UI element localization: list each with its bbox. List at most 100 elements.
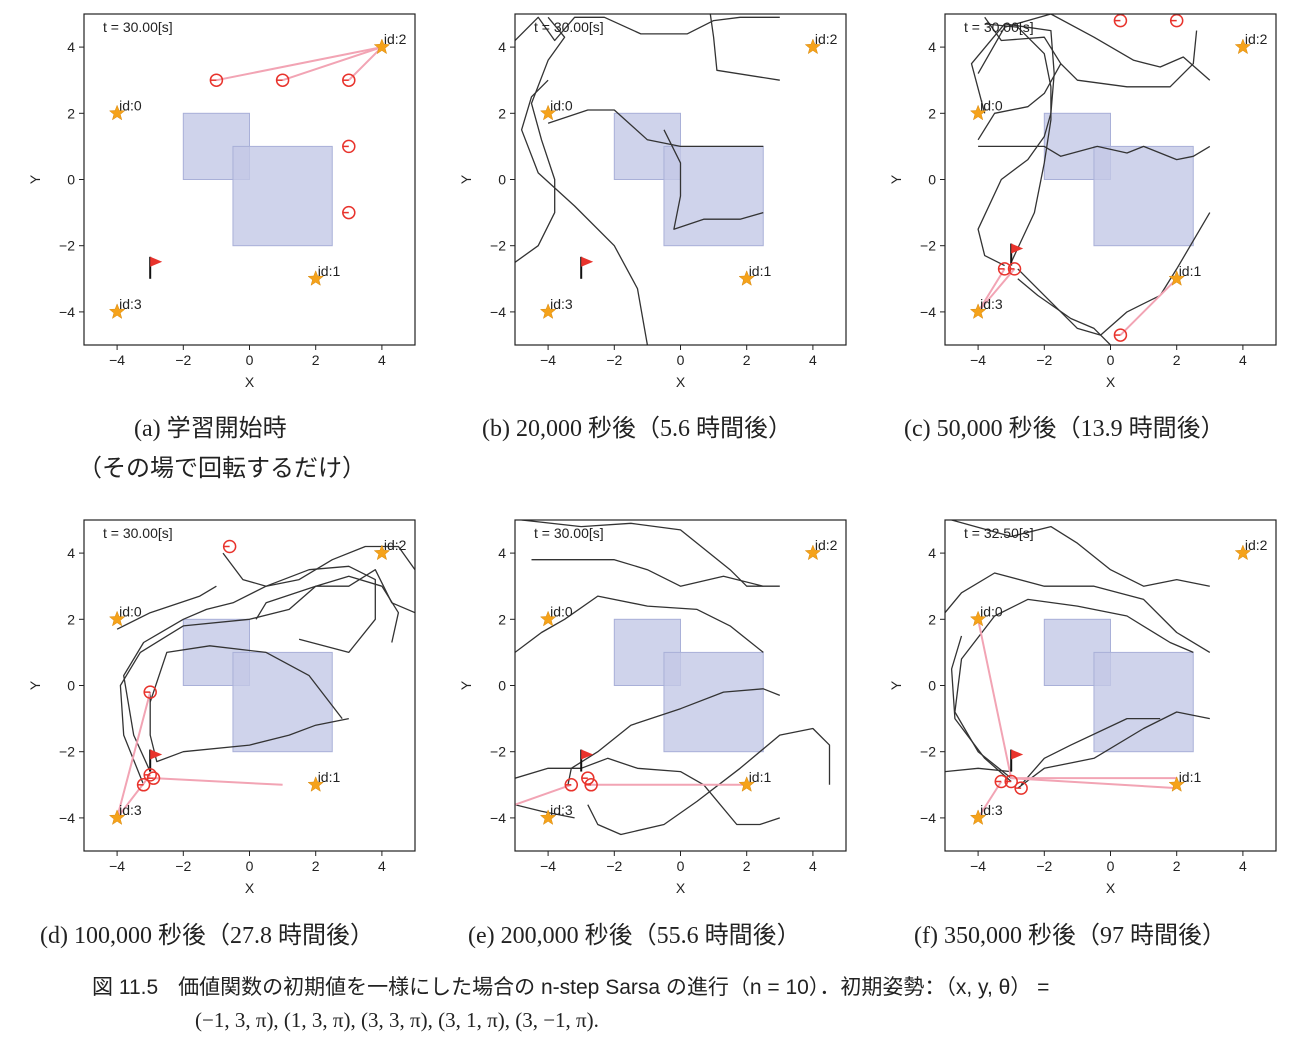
landmark-label: id:1 <box>749 769 772 785</box>
x-tick-label: 0 <box>246 352 254 368</box>
y-tick-label: −4 <box>59 304 75 320</box>
landmark-star-icon <box>969 104 987 121</box>
trajectory-line <box>954 598 1194 779</box>
caption-line-2: (−1, 3, π), (1, 3, π), (3, 3, π), (3, 1,… <box>195 1008 599 1032</box>
landmark-label: id:1 <box>318 263 341 279</box>
trajectory-line <box>709 14 780 81</box>
y-tick-label: 2 <box>67 611 75 627</box>
landmark-label: id:0 <box>119 603 142 619</box>
x-tick-label: −2 <box>606 858 622 874</box>
sensor-line <box>216 46 383 82</box>
sensor-line <box>282 46 383 82</box>
subcaption-b: (b) 20,000 秒後（5.6 時間後） <box>482 416 792 442</box>
y-tick-label: 0 <box>928 678 936 694</box>
y-tick-label: 4 <box>67 545 75 561</box>
y-axis-label: Y <box>888 174 904 184</box>
x-axis-label: X <box>1106 880 1116 896</box>
trajectory-line <box>515 804 575 819</box>
landmark-label: id:0 <box>980 97 1003 113</box>
sensor-line <box>1119 278 1178 336</box>
x-tick-label: −4 <box>109 352 125 368</box>
trajectory-line <box>531 559 764 587</box>
trajectory-line <box>984 23 1052 263</box>
x-axis-label: X <box>676 880 686 896</box>
x-tick-label: 2 <box>743 352 751 368</box>
caption-text: 価値関数の初期値を一様にした場合の n-step Sarsa の進行（n = 1… <box>178 976 1050 999</box>
trajectory-line <box>567 688 781 785</box>
trajectory-line <box>970 23 1055 267</box>
y-tick-label: 0 <box>67 172 75 188</box>
landmark-star-icon <box>969 303 987 319</box>
landmark-label: id:3 <box>119 802 142 818</box>
landmark-label: id:1 <box>1179 769 1202 785</box>
landmark-label: id:3 <box>980 296 1003 312</box>
x-tick-label: 0 <box>246 858 254 874</box>
landmark-label: id:2 <box>815 537 838 553</box>
trajectory-line <box>123 565 376 772</box>
x-tick-label: 2 <box>312 858 320 874</box>
y-tick-label: 2 <box>67 105 75 121</box>
y-tick-label: 0 <box>498 172 506 188</box>
time-label: t = 30.00[s] <box>103 525 173 541</box>
subcaption-c: (c) 50,000 秒後（13.9 時間後） <box>904 416 1225 442</box>
obstacle <box>1093 651 1194 753</box>
landmark-star-icon <box>969 809 987 825</box>
subcaption-a-detail: （その場で回転するだけ） <box>78 456 366 482</box>
y-axis-label: Y <box>888 680 904 690</box>
obstacle <box>663 651 764 753</box>
landmark-label: id:3 <box>550 296 573 312</box>
landmark-star-icon <box>108 809 126 825</box>
x-tick-label: 4 <box>1239 858 1247 874</box>
y-tick-label: 2 <box>928 105 936 121</box>
obstacle <box>232 145 333 247</box>
x-tick-label: 2 <box>312 352 320 368</box>
landmark-star-icon <box>1234 544 1252 561</box>
landmark-star-icon <box>307 776 324 792</box>
landmark-star-icon <box>373 544 391 561</box>
landmark-label: id:3 <box>119 296 142 312</box>
y-axis-label: Y <box>458 174 474 184</box>
trajectory-line <box>520 79 649 345</box>
trajectory-line <box>222 545 415 587</box>
sensor-line <box>116 691 152 819</box>
x-tick-label: 0 <box>1107 352 1115 368</box>
y-tick-label: 2 <box>498 105 506 121</box>
trajectory-line <box>116 585 217 630</box>
obstacle <box>232 651 333 753</box>
y-tick-label: −2 <box>920 238 936 254</box>
trajectory-line <box>515 16 780 42</box>
subcaption-d: (d) 100,000 秒後（27.8 時間後） <box>40 923 374 949</box>
x-tick-label: −2 <box>1036 858 1052 874</box>
y-tick-label: −2 <box>59 744 75 760</box>
x-tick-label: 0 <box>1107 858 1115 874</box>
landmark-label: id:2 <box>384 537 407 553</box>
trajectory-line <box>977 14 1211 81</box>
plot-area: id:0 id:1 id:2 id:3 <box>108 31 407 319</box>
y-tick-label: −4 <box>920 304 936 320</box>
x-tick-label: 4 <box>809 352 817 368</box>
landmark-label: id:1 <box>318 769 341 785</box>
x-tick-label: −4 <box>970 858 986 874</box>
y-tick-label: −2 <box>59 238 75 254</box>
panel-f: id:0 id:1 id:2 id:3 t = 32.50[s] −4 −2 0 2 4 4 2 0 −2… <box>888 519 1277 896</box>
time-label: t = 30.00[s] <box>534 525 604 541</box>
landmark-star-icon <box>1168 776 1185 792</box>
caption-line-1: 図 11.5 価値関数の初期値を一様にした場合の n-step Sarsa の進行… <box>92 972 1292 1004</box>
x-tick-label: −4 <box>109 858 125 874</box>
goal-flag-icon <box>1011 243 1024 254</box>
y-tick-label: 0 <box>67 678 75 694</box>
y-tick-label: −2 <box>490 238 506 254</box>
subcaption-e: (e) 200,000 秒後（55.6 時間後） <box>468 923 801 949</box>
trajectory-line <box>1017 711 1210 789</box>
trajectory-line <box>119 575 400 786</box>
landmark-star-icon <box>738 270 755 286</box>
x-tick-label: −2 <box>1036 352 1052 368</box>
sensor-line <box>153 777 283 786</box>
y-tick-label: 2 <box>498 611 506 627</box>
landmark-star-icon <box>108 303 126 319</box>
trajectory-line <box>1017 278 1111 345</box>
x-axis-label: X <box>245 374 255 390</box>
landmark-star-icon <box>804 38 822 55</box>
y-tick-label: 4 <box>498 545 506 561</box>
